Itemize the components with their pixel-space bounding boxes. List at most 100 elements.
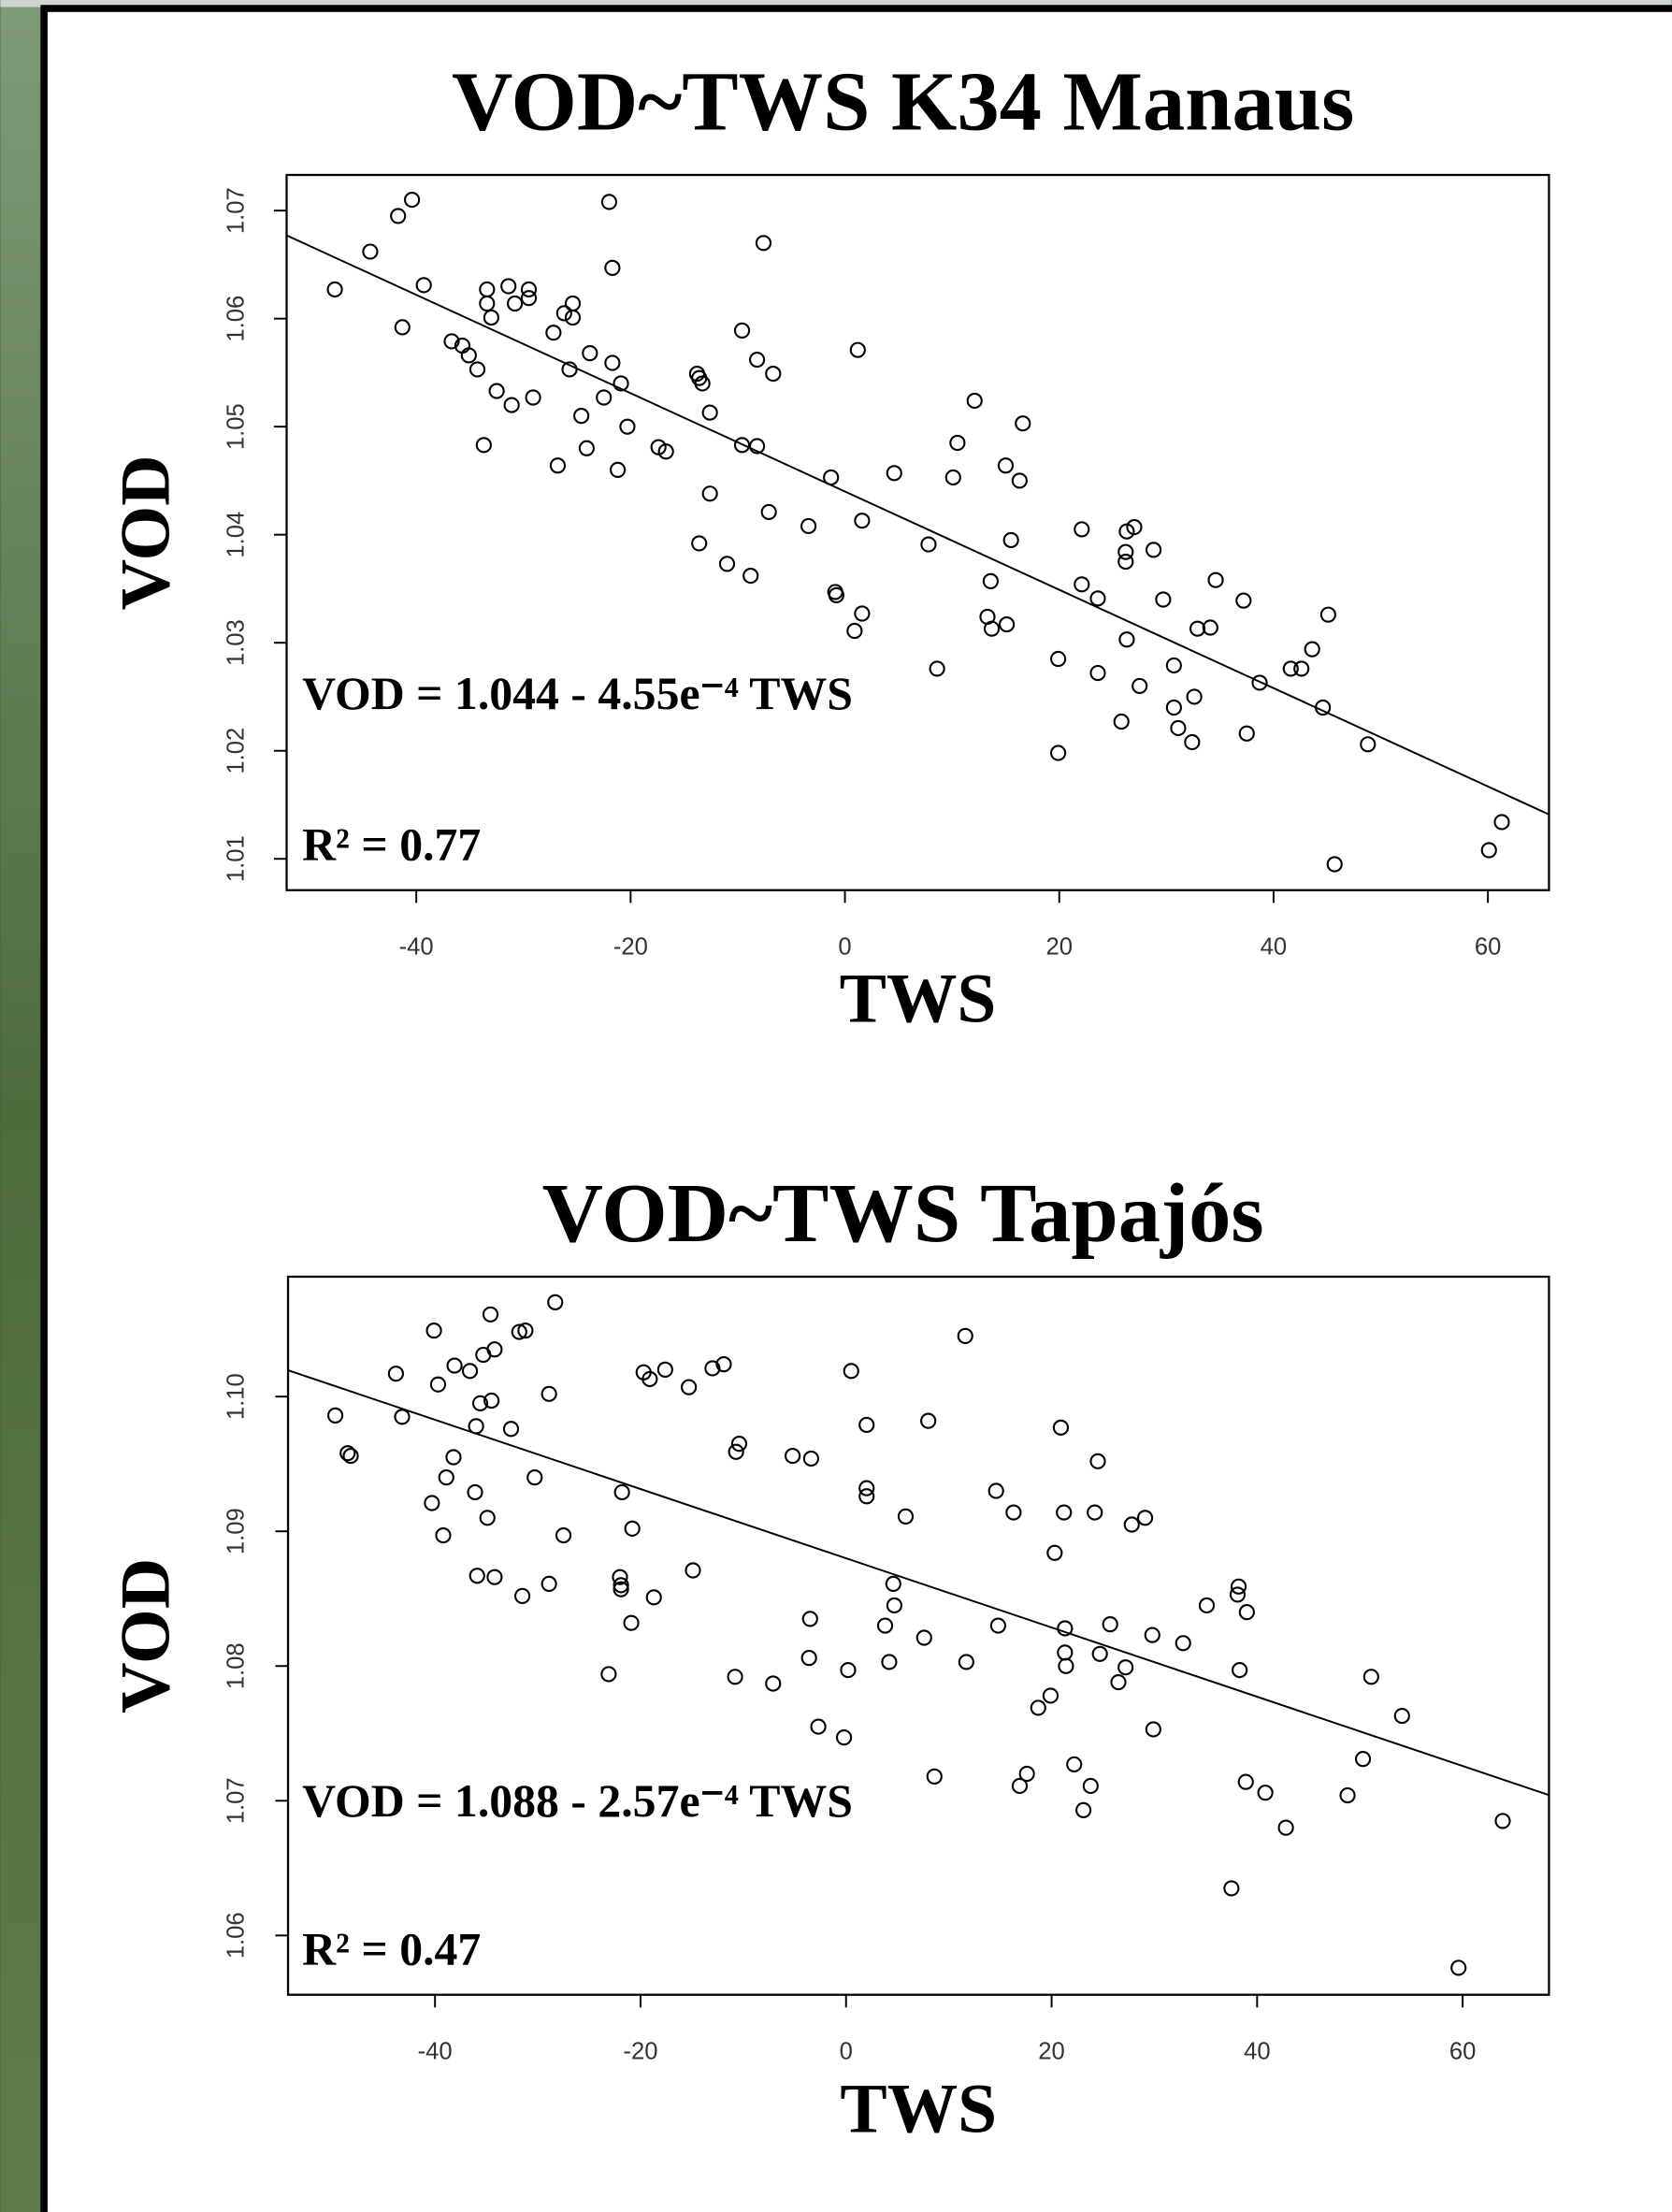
- annotation: R² = 0.77: [302, 818, 481, 870]
- data-point: [641, 1370, 658, 1388]
- data-point: [1005, 1504, 1022, 1521]
- x-tick-label: -20: [613, 933, 648, 960]
- y-tick-label: 1.07: [223, 187, 249, 234]
- data-point: [600, 1666, 617, 1683]
- data-point: [390, 208, 407, 224]
- data-point: [483, 309, 499, 326]
- data-point: [596, 389, 613, 406]
- data-point: [1089, 590, 1106, 607]
- data-point: [657, 443, 674, 460]
- data-point: [1155, 591, 1172, 608]
- data-point: [1232, 1661, 1248, 1679]
- data-point: [920, 536, 937, 553]
- data-point: [612, 1569, 628, 1585]
- data-point: [1144, 1626, 1160, 1643]
- data-point: [718, 556, 736, 572]
- data-point: [1015, 415, 1031, 432]
- chart-title: VOD~TWS Tapajós: [542, 1165, 1264, 1260]
- data-point: [1257, 1785, 1274, 1801]
- data-point: [1293, 660, 1310, 677]
- y-axis-label: VOD: [108, 1558, 185, 1713]
- data-point: [982, 572, 1000, 589]
- data-point: [694, 375, 711, 392]
- data-point: [541, 1575, 557, 1593]
- data-point: [479, 1510, 496, 1526]
- data-point: [1170, 719, 1187, 737]
- data-point: [1113, 713, 1130, 730]
- data-point: [748, 438, 766, 455]
- y-tick-label: 1.04: [223, 512, 249, 558]
- data-point: [755, 235, 772, 252]
- data-point: [886, 465, 902, 482]
- data-point: [915, 1629, 932, 1646]
- data-point: [846, 622, 863, 640]
- data-point: [840, 1661, 857, 1679]
- data-point: [802, 1450, 819, 1467]
- data-point: [760, 503, 777, 521]
- data-point: [1074, 521, 1090, 538]
- data-point: [728, 1443, 744, 1460]
- data-point: [1277, 1819, 1294, 1836]
- data-point: [1238, 725, 1255, 742]
- data-point: [403, 191, 421, 209]
- data-point: [810, 1718, 827, 1735]
- data-point: [1165, 699, 1182, 716]
- data-point: [520, 290, 538, 307]
- data-point: [1011, 1777, 1029, 1795]
- data-point: [929, 660, 945, 677]
- data-point: [926, 1768, 943, 1785]
- data-point: [733, 322, 751, 339]
- data-point: [966, 392, 983, 410]
- data-point: [858, 1480, 875, 1496]
- x-tick-label: -40: [399, 933, 434, 960]
- data-point: [1304, 641, 1320, 658]
- data-point: [1091, 1645, 1108, 1662]
- data-point: [555, 1526, 572, 1544]
- data-point: [513, 1587, 531, 1604]
- data-point: [624, 1520, 641, 1537]
- data-point: [610, 461, 627, 478]
- y-tick-label: 1.09: [223, 1508, 249, 1554]
- x-tick-label: 20: [1045, 933, 1073, 960]
- data-point: [435, 1526, 452, 1544]
- data-point: [1050, 745, 1067, 761]
- data-point: [600, 194, 618, 210]
- x-tick-label: 40: [1244, 2038, 1271, 2064]
- data-point: [511, 1323, 527, 1340]
- data-point: [1074, 576, 1090, 593]
- data-point: [1018, 1765, 1035, 1783]
- data-point: [1354, 1751, 1372, 1768]
- data-point: [691, 535, 708, 552]
- data-point: [858, 1416, 875, 1434]
- data-point: [800, 517, 817, 535]
- data-point: [488, 383, 505, 399]
- data-point: [547, 1294, 564, 1310]
- trend-line: [286, 234, 1549, 816]
- data-point: [1393, 1707, 1410, 1725]
- data-point: [958, 1654, 974, 1670]
- data-point: [1493, 814, 1510, 831]
- data-point: [886, 1597, 903, 1614]
- data-point: [1189, 620, 1206, 637]
- data-point: [415, 277, 432, 294]
- data-point: [823, 469, 840, 486]
- y-tick-label: 1.03: [223, 619, 249, 666]
- data-point: [1131, 677, 1148, 695]
- x-tick-label: 60: [1475, 933, 1502, 960]
- data-point: [885, 1575, 901, 1593]
- data-point: [1057, 1620, 1074, 1637]
- data-point: [613, 1577, 629, 1594]
- data-point: [1117, 553, 1134, 571]
- data-point: [613, 375, 629, 392]
- data-point: [1030, 1699, 1046, 1716]
- data-point: [727, 1669, 743, 1685]
- data-point: [443, 333, 460, 350]
- y-tick-label: 1.06: [223, 1912, 249, 1959]
- data-point: [1056, 1504, 1073, 1521]
- data-point: [613, 1581, 629, 1598]
- data-point: [555, 305, 572, 322]
- data-point: [681, 1379, 698, 1395]
- data-point: [742, 567, 759, 585]
- data-point: [1136, 1510, 1154, 1526]
- data-point: [920, 1412, 937, 1429]
